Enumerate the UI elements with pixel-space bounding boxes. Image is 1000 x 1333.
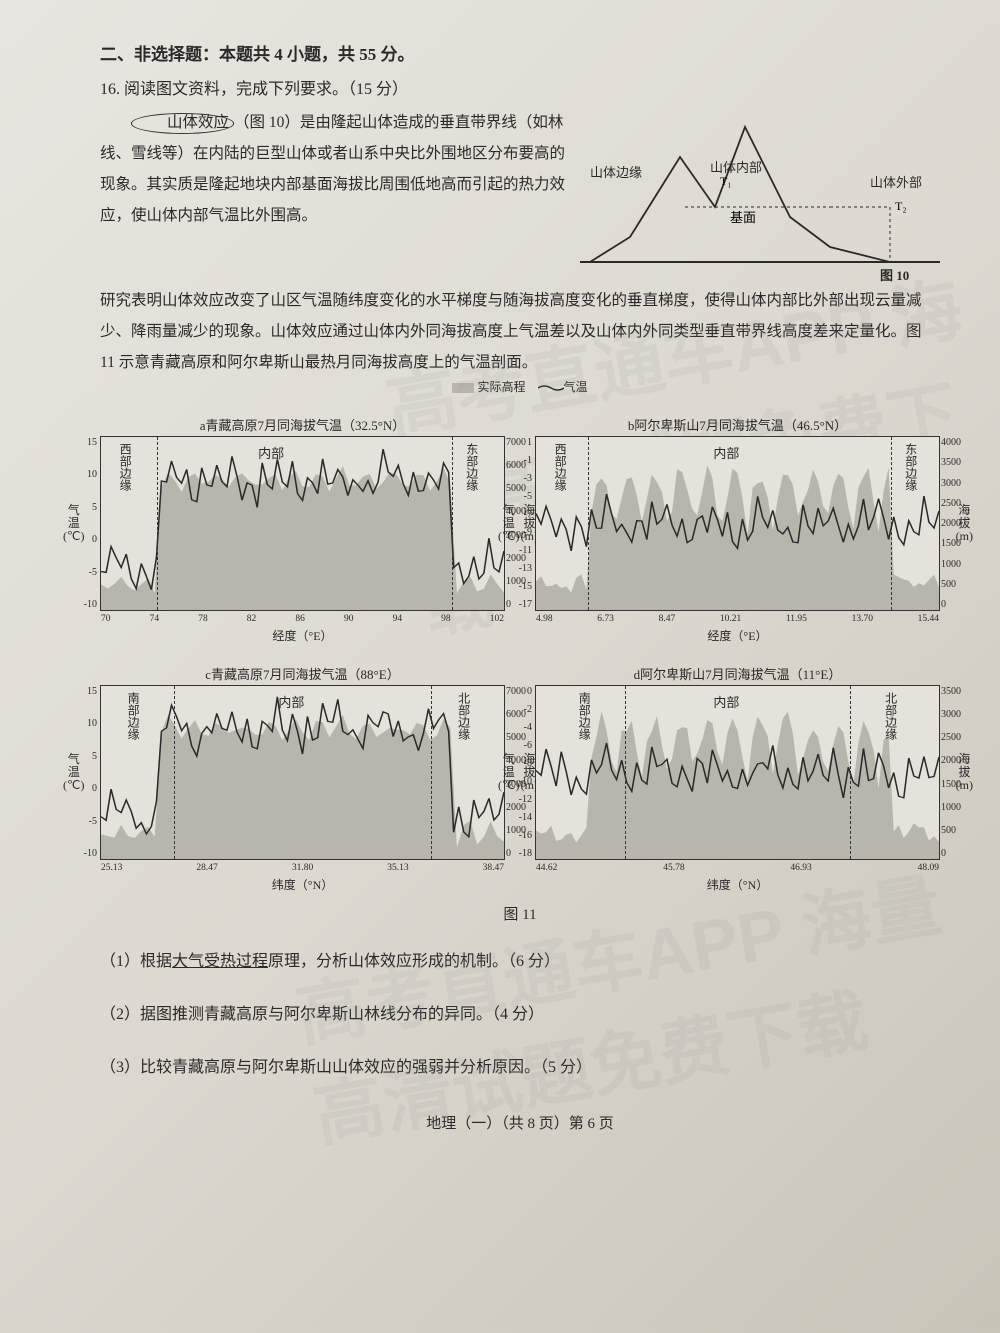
x-axis-label: 经度（°E） <box>535 627 940 644</box>
y-axis-left-label: 气温(℃) <box>498 504 519 544</box>
key-term: 山体效应 <box>131 113 234 134</box>
legend-label-elevation: 实际高程 <box>477 380 525 394</box>
y-axis-left-label: 气温(℃) <box>498 753 519 793</box>
q1-underline: 大气受热过程 <box>172 953 268 970</box>
y-axis-left-label: 气温(℃) <box>63 753 84 793</box>
x-axis-label: 经度（°E） <box>100 627 505 644</box>
figure-11-caption: 图 11 <box>100 903 940 924</box>
y-axis-left-label: 气温(℃) <box>63 504 84 544</box>
fig10-label-outer: 山体外部 <box>870 172 922 191</box>
svg-text:T₂: T₂ <box>895 199 907 213</box>
svg-text:T₁: T₁ <box>720 174 732 188</box>
passage-para-2: 研究表明山体效应改变了山区气温随纬度变化的水平梯度与随海拔高度变化的垂直梯度，使… <box>100 285 940 378</box>
chart-c: c青藏高原7月同海拔气温（88°E）南部边缘内部北部边缘151050-5-107… <box>100 664 505 893</box>
question-16-header: 16. 阅读图文资料，完成下列要求。（15 分） <box>100 75 940 99</box>
question-2: （2）据图推测青藏高原与阿尔卑斯山林线分布的异同。（4 分） <box>100 1001 940 1030</box>
region-label: 西部边缘 <box>552 443 569 491</box>
region-label: 南部边缘 <box>576 692 593 740</box>
y-axis-right-label: 海拔(m) <box>956 753 973 793</box>
chart-plot: 南部边缘内部北部边缘0-2-4-6-8-10-12-14-16-18350030… <box>535 685 940 860</box>
question-1: （1）根据大气受热过程原理，分析山体效应形成的机制。（6 分） <box>100 948 940 977</box>
chart-title: b阿尔卑斯山7月同海拔气温（46.5°N） <box>535 415 940 434</box>
chart-legend: 实际高程 气温 <box>100 378 940 395</box>
y-axis-right-label: 海拔(m) <box>956 504 973 544</box>
legend-swatch-elevation <box>452 383 474 393</box>
chart-plot: 西部边缘内部东部边缘1-1-3-5-7-9-11-13-15-174000350… <box>535 436 940 611</box>
x-axis-label: 纬度（°N） <box>100 876 505 893</box>
charts-grid: a青藏高原7月同海拔气温（32.5°N）西部边缘内部东部边缘151050-5-1… <box>100 415 940 893</box>
passage-para-1: 山体效应（图 10）是由隆起山体造成的垂直带界线（如林线、雪线等）在内陆的巨型山… <box>100 107 570 231</box>
region-label: 西部边缘 <box>117 443 134 491</box>
chart-plot: 南部边缘内部北部边缘151050-5-107000600050004000300… <box>100 685 505 860</box>
region-label: 内部 <box>713 692 739 711</box>
fig10-caption: 图 10 <box>880 265 909 284</box>
section-title: 二、非选择题：本题共 4 小题，共 55 分。 <box>100 40 940 65</box>
legend-label-temp: 气温 <box>564 380 588 394</box>
region-label: 南部边缘 <box>125 692 142 740</box>
region-label: 北部边缘 <box>456 692 473 740</box>
region-label: 内部 <box>258 443 284 462</box>
region-label: 东部边缘 <box>903 443 920 491</box>
region-label: 北部边缘 <box>883 692 900 740</box>
figure-10: 基面 T₁ T₂ 山体边缘 山体内部 山体外部 图 10 <box>580 107 940 277</box>
region-label: 内部 <box>713 443 739 462</box>
x-axis-label: 纬度（°N） <box>535 876 940 893</box>
svg-text:基面: 基面 <box>730 210 756 225</box>
fig10-label-inner: 山体内部 <box>710 157 762 176</box>
chart-d: d阿尔卑斯山7月同海拔气温（11°E）南部边缘内部北部边缘0-2-4-6-8-1… <box>535 664 940 893</box>
chart-a: a青藏高原7月同海拔气温（32.5°N）西部边缘内部东部边缘151050-5-1… <box>100 415 505 644</box>
chart-plot: 西部边缘内部东部边缘151050-5-107000600050004000300… <box>100 436 505 611</box>
region-label: 内部 <box>278 692 304 711</box>
legend-swatch-temp <box>538 383 564 393</box>
chart-title: a青藏高原7月同海拔气温（32.5°N） <box>100 415 505 434</box>
page-footer: 地理（一）（共 8 页）第 6 页 <box>100 1112 940 1133</box>
fig10-label-edge: 山体边缘 <box>590 162 642 181</box>
chart-b: b阿尔卑斯山7月同海拔气温（46.5°N）西部边缘内部东部边缘1-1-3-5-7… <box>535 415 940 644</box>
question-3: （3）比较青藏高原与阿尔卑斯山山体效应的强弱并分析原因。（5 分） <box>100 1054 940 1083</box>
chart-title: d阿尔卑斯山7月同海拔气温（11°E） <box>535 664 940 683</box>
region-label: 东部边缘 <box>464 443 481 491</box>
chart-title: c青藏高原7月同海拔气温（88°E） <box>100 664 505 683</box>
